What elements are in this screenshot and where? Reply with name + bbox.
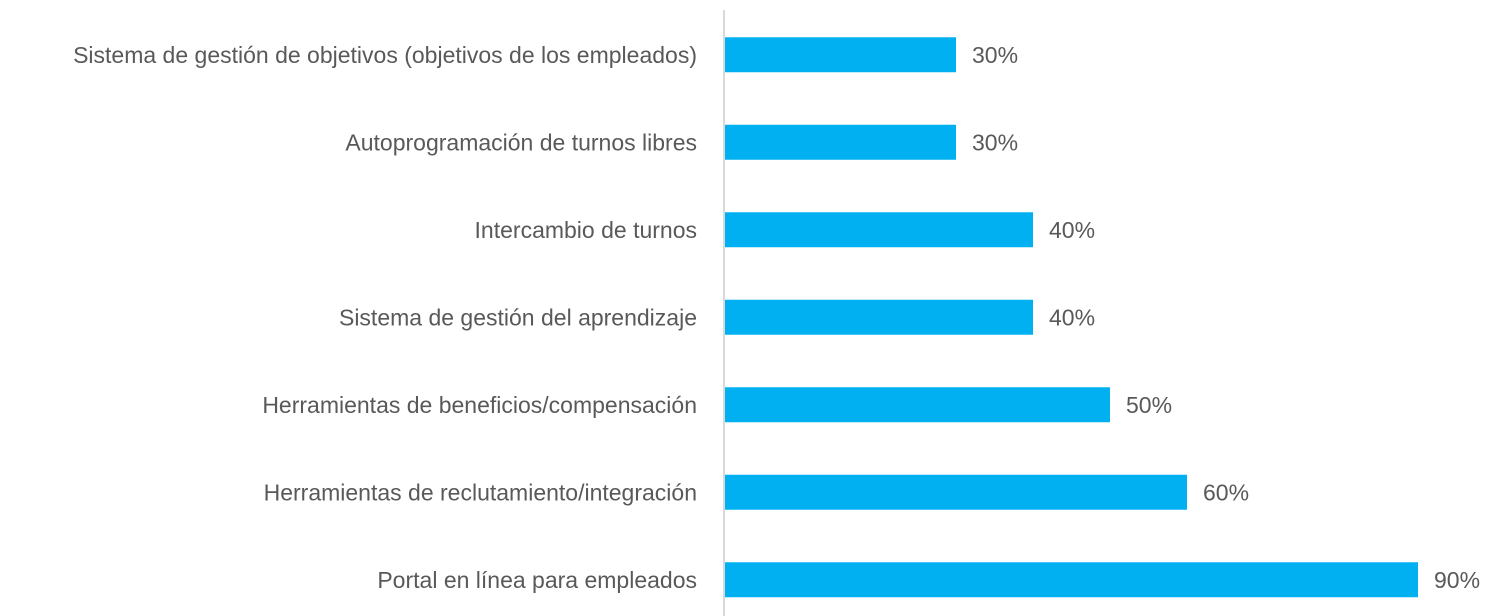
- value-label: 50%: [1126, 392, 1172, 418]
- value-label: 30%: [972, 42, 1018, 68]
- bar: [725, 299, 1033, 335]
- value-label: 90%: [1434, 567, 1480, 593]
- bar: [725, 37, 956, 73]
- bar: [725, 212, 1033, 248]
- category-label: Autoprogramación de turnos libres: [345, 129, 697, 155]
- bar: [725, 387, 1110, 423]
- bar: [725, 474, 1187, 510]
- category-label: Herramientas de reclutamiento/integració…: [264, 479, 697, 505]
- value-label: 40%: [1049, 217, 1095, 243]
- value-label: 30%: [972, 129, 1018, 155]
- category-label: Sistema de gestión de objetivos (objetiv…: [73, 42, 697, 68]
- category-label: Portal en línea para empleados: [377, 567, 697, 593]
- bar: [725, 562, 1418, 598]
- category-label: Intercambio de turnos: [475, 217, 697, 243]
- category-label: Herramientas de beneficios/compensación: [262, 392, 697, 418]
- value-label: 60%: [1203, 479, 1249, 505]
- bar: [725, 124, 956, 160]
- category-label: Sistema de gestión del aprendizaje: [339, 304, 697, 330]
- value-label: 40%: [1049, 304, 1095, 330]
